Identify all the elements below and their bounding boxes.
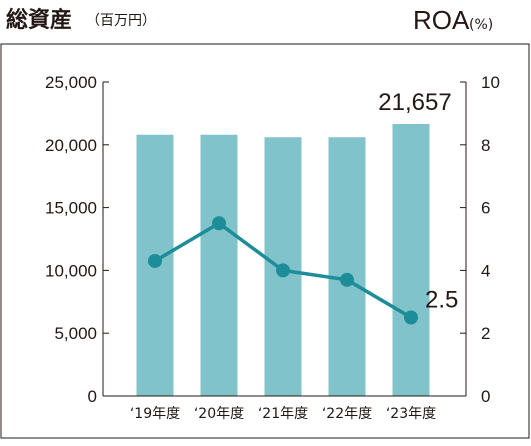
- chart-unit-left: （百万円）: [86, 13, 156, 29]
- plot-area: 0 5,000 10,000 15,000 20,000 25,000 0 2 4 6 8 10 ‘19…: [45, 73, 500, 422]
- data-label-1: 2.5: [425, 287, 458, 314]
- roa-point-4: [404, 310, 418, 325]
- x-tick-label-2: ‘21年度: [258, 406, 308, 422]
- chart-unit-right: (%): [469, 17, 493, 33]
- bar-1: [200, 134, 238, 396]
- data-label-0: 21,657: [378, 89, 451, 116]
- roa-point-2: [276, 263, 290, 278]
- x-tick-label-3: ‘22年度: [322, 406, 372, 422]
- bar-4: [392, 123, 430, 396]
- chart-title-total-assets: 総資産: [6, 7, 72, 33]
- y-left-tick-label-4: 20,000: [45, 136, 97, 155]
- x-tick-label-1: ‘20年度: [194, 406, 244, 422]
- x-tick-label-0: ‘19年度: [130, 406, 180, 422]
- roa-point-0: [148, 253, 162, 268]
- bar-3: [328, 137, 366, 396]
- y-right-tick-label-0: 0: [481, 387, 490, 406]
- chart-title-roa: ROA: [413, 5, 470, 35]
- roa-point-1: [212, 216, 226, 231]
- y-left-tick-label-5: 25,000: [45, 73, 97, 92]
- y-right-tick-label-1: 2: [481, 324, 490, 343]
- y-right-tick-label-3: 6: [481, 199, 490, 218]
- chart-frame: [0, 43, 530, 439]
- y-left-tick-label-3: 15,000: [45, 199, 97, 218]
- y-left-tick-label-1: 5,000: [54, 324, 97, 343]
- y-left-tick-label-0: 0: [88, 387, 97, 406]
- roa-point-3: [340, 272, 354, 287]
- y-right-tick-label-4: 8: [481, 136, 490, 155]
- x-tick-label-4: ‘23年度: [386, 406, 436, 422]
- y-right-tick-label-2: 4: [481, 261, 490, 280]
- y-left-tick-label-2: 10,000: [45, 261, 97, 280]
- y-right-tick-label-5: 10: [481, 73, 500, 92]
